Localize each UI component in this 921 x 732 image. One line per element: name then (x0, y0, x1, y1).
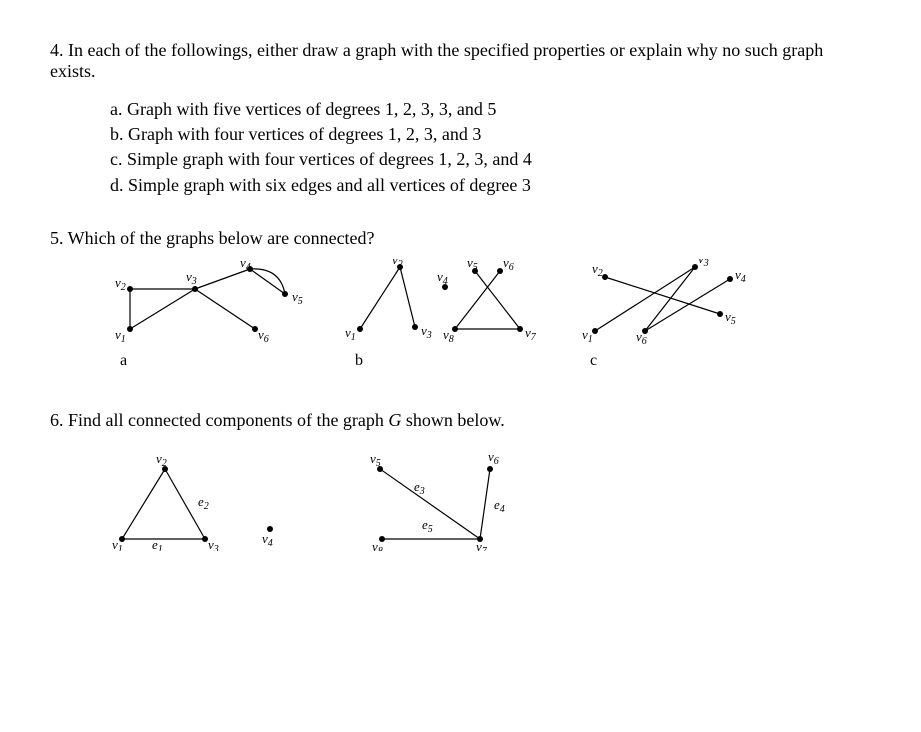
svg-text:e5: e5 (422, 517, 433, 535)
svg-text:v2: v2 (156, 451, 167, 469)
svg-text:v1: v1 (115, 327, 126, 344)
q5-graph-b-label: b (355, 352, 363, 370)
q6-intro-text: 6. Find all connected components of the … (50, 410, 505, 430)
svg-text:v3: v3 (421, 323, 432, 341)
q5-graph-b-wrap: v1v2v3v4v5v6v7v8 b (345, 259, 545, 370)
svg-text:v6: v6 (488, 451, 499, 467)
q5-graph-a-label: a (120, 352, 127, 370)
svg-text:v7: v7 (525, 325, 537, 343)
svg-text:v3: v3 (698, 259, 709, 269)
svg-text:v6: v6 (503, 259, 514, 273)
q6-graph-right: e3e4e5v5v6v7v8 (360, 451, 550, 551)
q5-graph-c-wrap: v1v2v3v4v5v6 c (580, 259, 750, 370)
q5-graph-a: v1 v2 v3 v4 v5 v6 (110, 259, 310, 344)
q4-intro: 4. In each of the followings, either dra… (50, 40, 871, 82)
q4-item-b: b. Graph with four vertices of degrees 1… (110, 122, 871, 147)
q5-intro: 5. Which of the graphs below are connect… (50, 228, 871, 249)
svg-text:v5: v5 (292, 289, 303, 307)
q5-graphs-row: v1v2v3v4v5v6 a v1v2v3v4v5v6v7v8 b v1v2v3… (110, 259, 871, 370)
q5-graph-a-wrap: v1 v2 v3 v4 v5 v6 a (110, 259, 310, 370)
q6-graph-left: e2e1v1v2v3v4 (110, 451, 300, 551)
q6-intro: 6. Find all connected components of the … (50, 410, 871, 431)
svg-text:v2: v2 (392, 259, 403, 270)
svg-text:v3: v3 (208, 537, 219, 551)
svg-text:v5: v5 (725, 309, 736, 327)
svg-text:v3: v3 (186, 269, 197, 287)
svg-text:v4: v4 (240, 259, 251, 273)
q4-item-a: a. Graph with five vertices of degrees 1… (110, 97, 871, 122)
svg-text:v2: v2 (592, 261, 603, 279)
q4-item-d: d. Simple graph with six edges and all v… (110, 173, 871, 198)
q5-graph-c-label: c (590, 352, 597, 370)
svg-text:v1: v1 (345, 325, 356, 343)
q5-graph-c: v1v2v3v4v5v6 (580, 259, 750, 344)
svg-text:v4: v4 (262, 531, 273, 549)
q4-item-c: c. Simple graph with four vertices of de… (110, 147, 871, 172)
q6-graphs-row: e2e1v1v2v3v4 e3e4e5v5v6v7v8 (110, 451, 871, 551)
q4-subitems: a. Graph with five vertices of degrees 1… (110, 97, 871, 198)
svg-text:v6: v6 (258, 327, 269, 344)
q5-graph-b: v1v2v3v4v5v6v7v8 (345, 259, 545, 344)
svg-text:v1: v1 (582, 327, 593, 344)
svg-text:v5: v5 (370, 451, 381, 469)
svg-text:v4: v4 (437, 269, 448, 287)
svg-text:e2: e2 (198, 494, 209, 512)
svg-text:v2: v2 (115, 275, 126, 293)
svg-text:v4: v4 (735, 267, 746, 285)
svg-text:e4: e4 (494, 497, 505, 515)
svg-text:v5: v5 (467, 259, 478, 273)
